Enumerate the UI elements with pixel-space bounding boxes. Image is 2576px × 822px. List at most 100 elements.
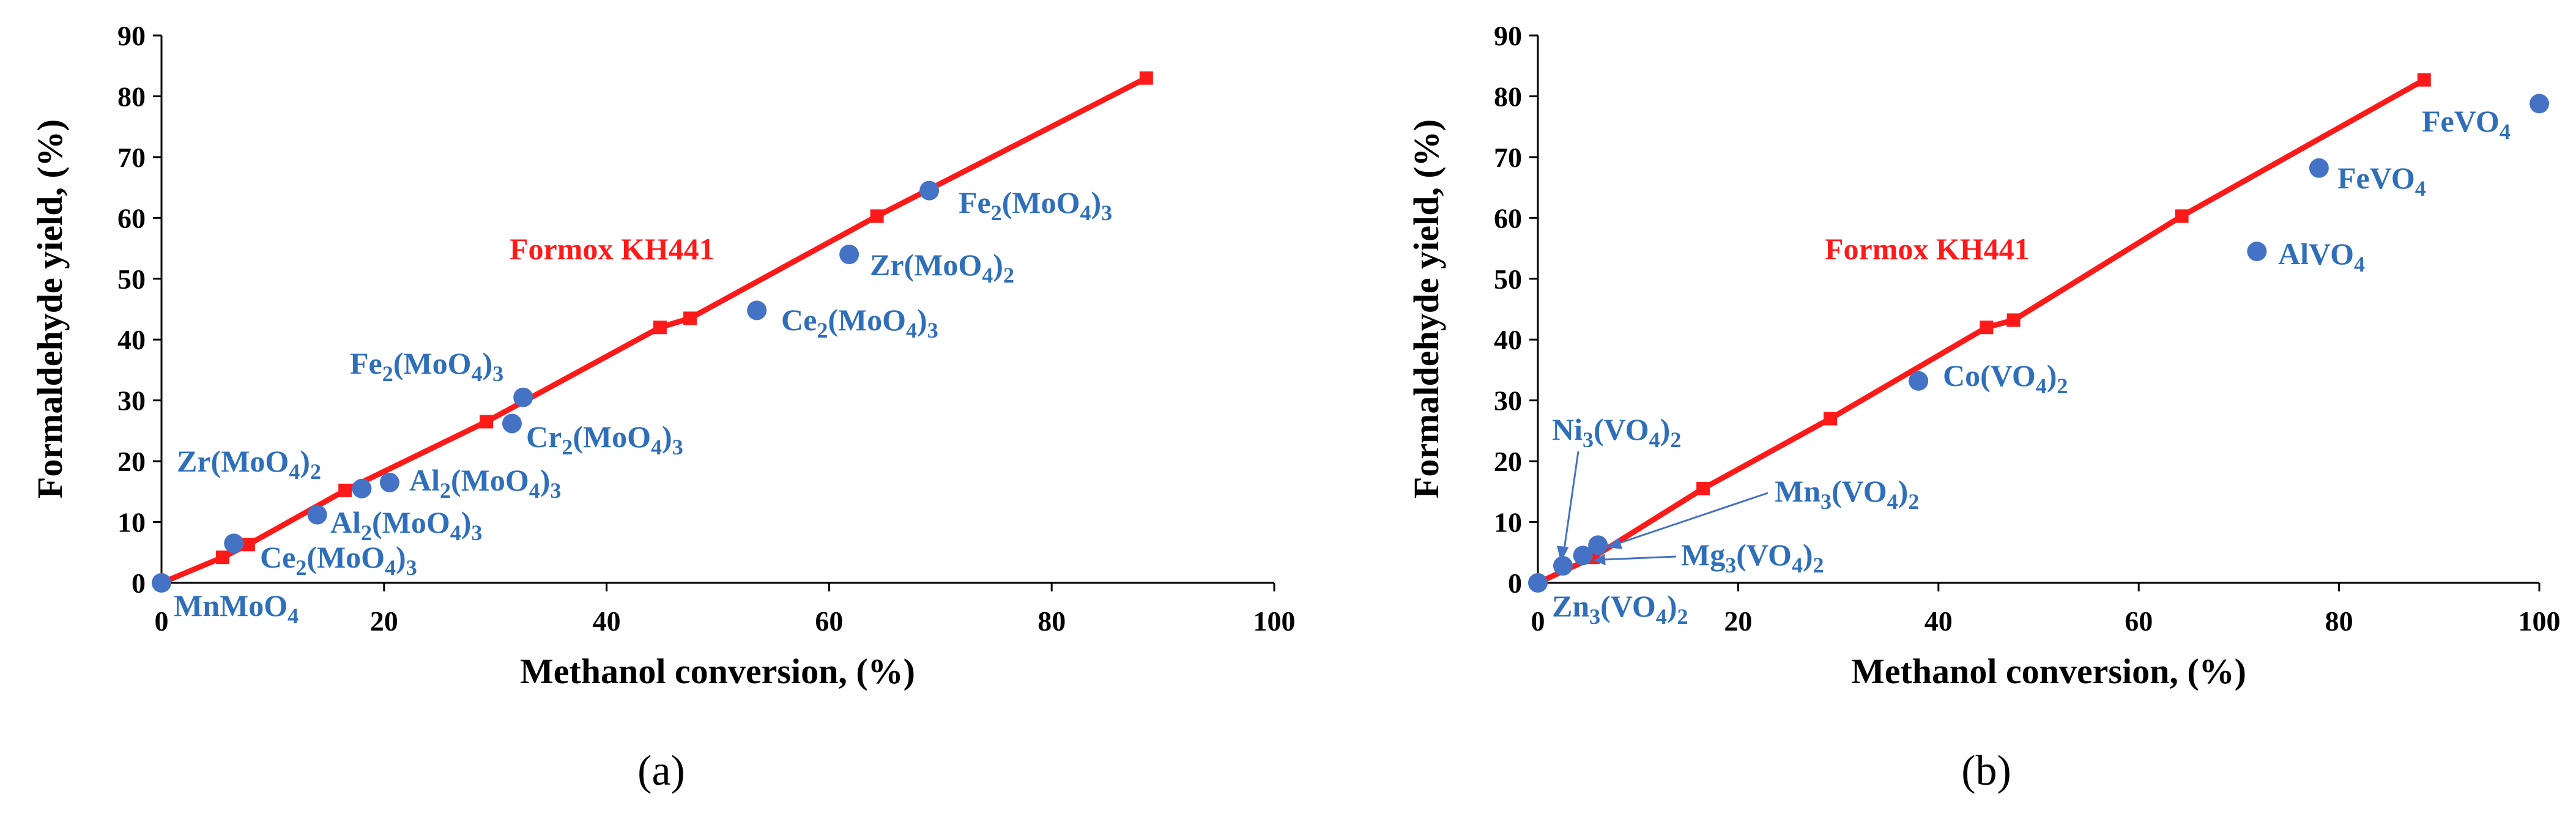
- panel-b-reference-marker: [1696, 481, 1710, 495]
- panel-a-reference-marker: [653, 320, 667, 335]
- panel-b-x-tick-label: 100: [2518, 605, 2561, 637]
- panel-b-data-point: [1909, 371, 1929, 391]
- panel-a-data-point: [747, 300, 767, 320]
- panel-b-y-tick-label: 80: [1494, 81, 1522, 112]
- panel-b-y-tick-label: 0: [1508, 568, 1522, 599]
- panel-b-x-tick-label: 20: [1724, 605, 1752, 637]
- panel-b-callout-arrows: [1557, 451, 1769, 566]
- label-a-fe2moo43-mid: Fe2(MoO4)3: [350, 346, 503, 386]
- panel-a-data-point: [839, 245, 859, 264]
- panel-a-x-tick-label: 100: [1253, 605, 1296, 637]
- panel-b-data-point: [1588, 535, 1608, 555]
- label-b-covo42: Co(VO4)2: [1943, 358, 2068, 398]
- panel-b-y-tick-label: 40: [1494, 324, 1522, 355]
- panel-a-reference-marker: [870, 209, 884, 223]
- panel-b-gridless-plot: [1537, 35, 2539, 584]
- panel-b-reference-marker: [1980, 320, 1994, 335]
- panel-b-reference-marker: [1824, 412, 1838, 426]
- label-a-zrmoo42-high: Zr(MoO4)2: [870, 248, 1014, 287]
- panel-b-data-point: [1528, 573, 1548, 593]
- panel-a-x-tick-label: 20: [370, 605, 398, 637]
- panel-a-y-tick-label: 80: [117, 81, 146, 112]
- panel-a-x-axis-title: Methanol conversion, (%): [520, 651, 915, 691]
- panel-a-data-point: [224, 533, 244, 554]
- panel-b-reference-marker: [2417, 73, 2431, 87]
- panel-b-data-point: [2247, 242, 2267, 262]
- panel-a-caption: (a): [637, 747, 685, 794]
- panel-a-y-ticks: 0 10 20 30 40 50 60 70 80 90: [117, 20, 161, 599]
- panel-a-data-point: [379, 472, 399, 492]
- label-a-al2moo43-upper: Al2(MoO4)3: [409, 463, 561, 503]
- panel-b-y-tick-label: 20: [1494, 446, 1522, 477]
- label-b-fevo4: FeVO4: [2337, 161, 2426, 201]
- panel-b-reference-marker: [2175, 209, 2189, 223]
- label-b-mn3vo42: Mn3(VO4)2: [1775, 474, 1919, 514]
- label-a-fe2moo43-high: Fe2(MoO4)3: [959, 185, 1112, 225]
- panel-a-y-tick-label: 20: [117, 446, 146, 477]
- panel-b-data-point: [1573, 546, 1593, 566]
- panel-b-y-tick-label: 30: [1494, 385, 1522, 417]
- panel-b-data-point: [1553, 556, 1573, 576]
- panel-b-x-axis-title: Methanol conversion, (%): [1851, 651, 2246, 691]
- panel-a-data-point: [307, 505, 327, 525]
- panel-a-data-point: [502, 413, 522, 434]
- panel-a-y-tick-label: 70: [117, 142, 146, 173]
- panel-a-y-tick-label: 60: [117, 202, 146, 234]
- label-b-zn3vo42: Zn3(VO4)2: [1552, 589, 1688, 629]
- panel-a-points: [152, 180, 940, 593]
- label-b-mg3vo42: Mg3(VO4)2: [1681, 538, 1824, 577]
- panel-a-x-tick-label: 0: [155, 605, 169, 637]
- panel-a-y-axis-title: Formaldehyde yield, (%): [30, 119, 70, 498]
- label-a-ce2moo43-low: Ce2(MoO4)3: [260, 540, 417, 580]
- panel-a: 0 10 20 30 40 50 60 70 80 90 0 20 40 60 80 100 Formox …: [30, 20, 1296, 794]
- arrow-ni3vo42: [1562, 451, 1579, 554]
- panel-b-series-label: Formox KH441: [1825, 232, 2030, 266]
- panel-b-data-point: [2530, 94, 2549, 114]
- panel-a-data-point: [152, 573, 171, 593]
- panel-a-reference-series: [155, 71, 1153, 590]
- label-a-al2moo43-lower: Al2(MoO4)3: [330, 505, 482, 545]
- panel-a-reference-marker: [683, 311, 697, 325]
- label-a-mnmoo4: MnMoO4: [174, 588, 299, 628]
- panel-a-reference-marker: [1139, 71, 1153, 85]
- panel-b-data-point: [2309, 158, 2329, 178]
- panel-b-y-ticks: 0 10 20 30 40 50 60 70 80 90: [1494, 20, 1538, 599]
- panel-b-y-tick-label: 90: [1494, 20, 1522, 51]
- panel-a-x-tick-label: 40: [593, 605, 621, 637]
- panel-a-data-point: [919, 180, 940, 201]
- panel-b: 0 10 20 30 40 50 60 70 80 90 0 20 40 60 80 100 Formox …: [1406, 20, 2561, 794]
- panel-b-x-tick-label: 80: [2325, 605, 2353, 637]
- arrow-mg3vo42: [1602, 555, 1677, 561]
- panel-b-y-tick-label: 60: [1494, 202, 1522, 234]
- panel-a-y-tick-label: 0: [132, 568, 146, 599]
- panel-a-y-tick-label: 30: [117, 385, 146, 417]
- panel-b-y-axis-title: Formaldehyde yield, (%): [1406, 119, 1446, 498]
- panel-a-reference-marker: [338, 483, 352, 497]
- panel-a-gridless-plot: [160, 35, 1274, 584]
- panel-b-reference-marker: [2006, 313, 2021, 327]
- panel-a-y-tick-label: 40: [117, 324, 146, 355]
- panel-a-y-tick-label: 90: [117, 20, 146, 51]
- panel-a-x-tick-label: 60: [815, 605, 843, 637]
- panel-b-x-tick-label: 40: [1925, 605, 1953, 637]
- panel-a-y-tick-label: 10: [117, 507, 146, 538]
- label-b-alvo4: AlVO4: [2278, 237, 2365, 276]
- panel-a-x-tick-label: 80: [1037, 605, 1066, 637]
- label-b-ni3vo42: Ni3(VO4)2: [1552, 412, 1681, 452]
- panel-b-caption: (b): [1961, 747, 2011, 794]
- arrow-ni3vo42-head: [1557, 546, 1569, 563]
- panel-b-reference-series: [1531, 73, 2431, 590]
- panel-a-series-label: Formox KH441: [510, 232, 715, 266]
- panel-a-x-ticks: 0 20 40 60 80 100: [155, 583, 1296, 637]
- arrow-mn3vo42: [1615, 492, 1769, 546]
- arrow-mg3vo42-head: [1593, 554, 1606, 566]
- panel-b-point-labels: FeVO4 FeVO4 AlVO4 Co(VO4)2 Ni3(VO4)2 Mn3…: [1552, 104, 2511, 629]
- panel-b-x-tick-label: 60: [2125, 605, 2153, 637]
- panel-a-y-tick-label: 50: [117, 264, 146, 295]
- label-a-zrmoo42-low: Zr(MoO4)2: [177, 444, 321, 484]
- panel-a-reference-marker: [480, 415, 494, 429]
- panel-a-data-point: [513, 387, 533, 407]
- panel-b-y-tick-label: 50: [1494, 264, 1522, 295]
